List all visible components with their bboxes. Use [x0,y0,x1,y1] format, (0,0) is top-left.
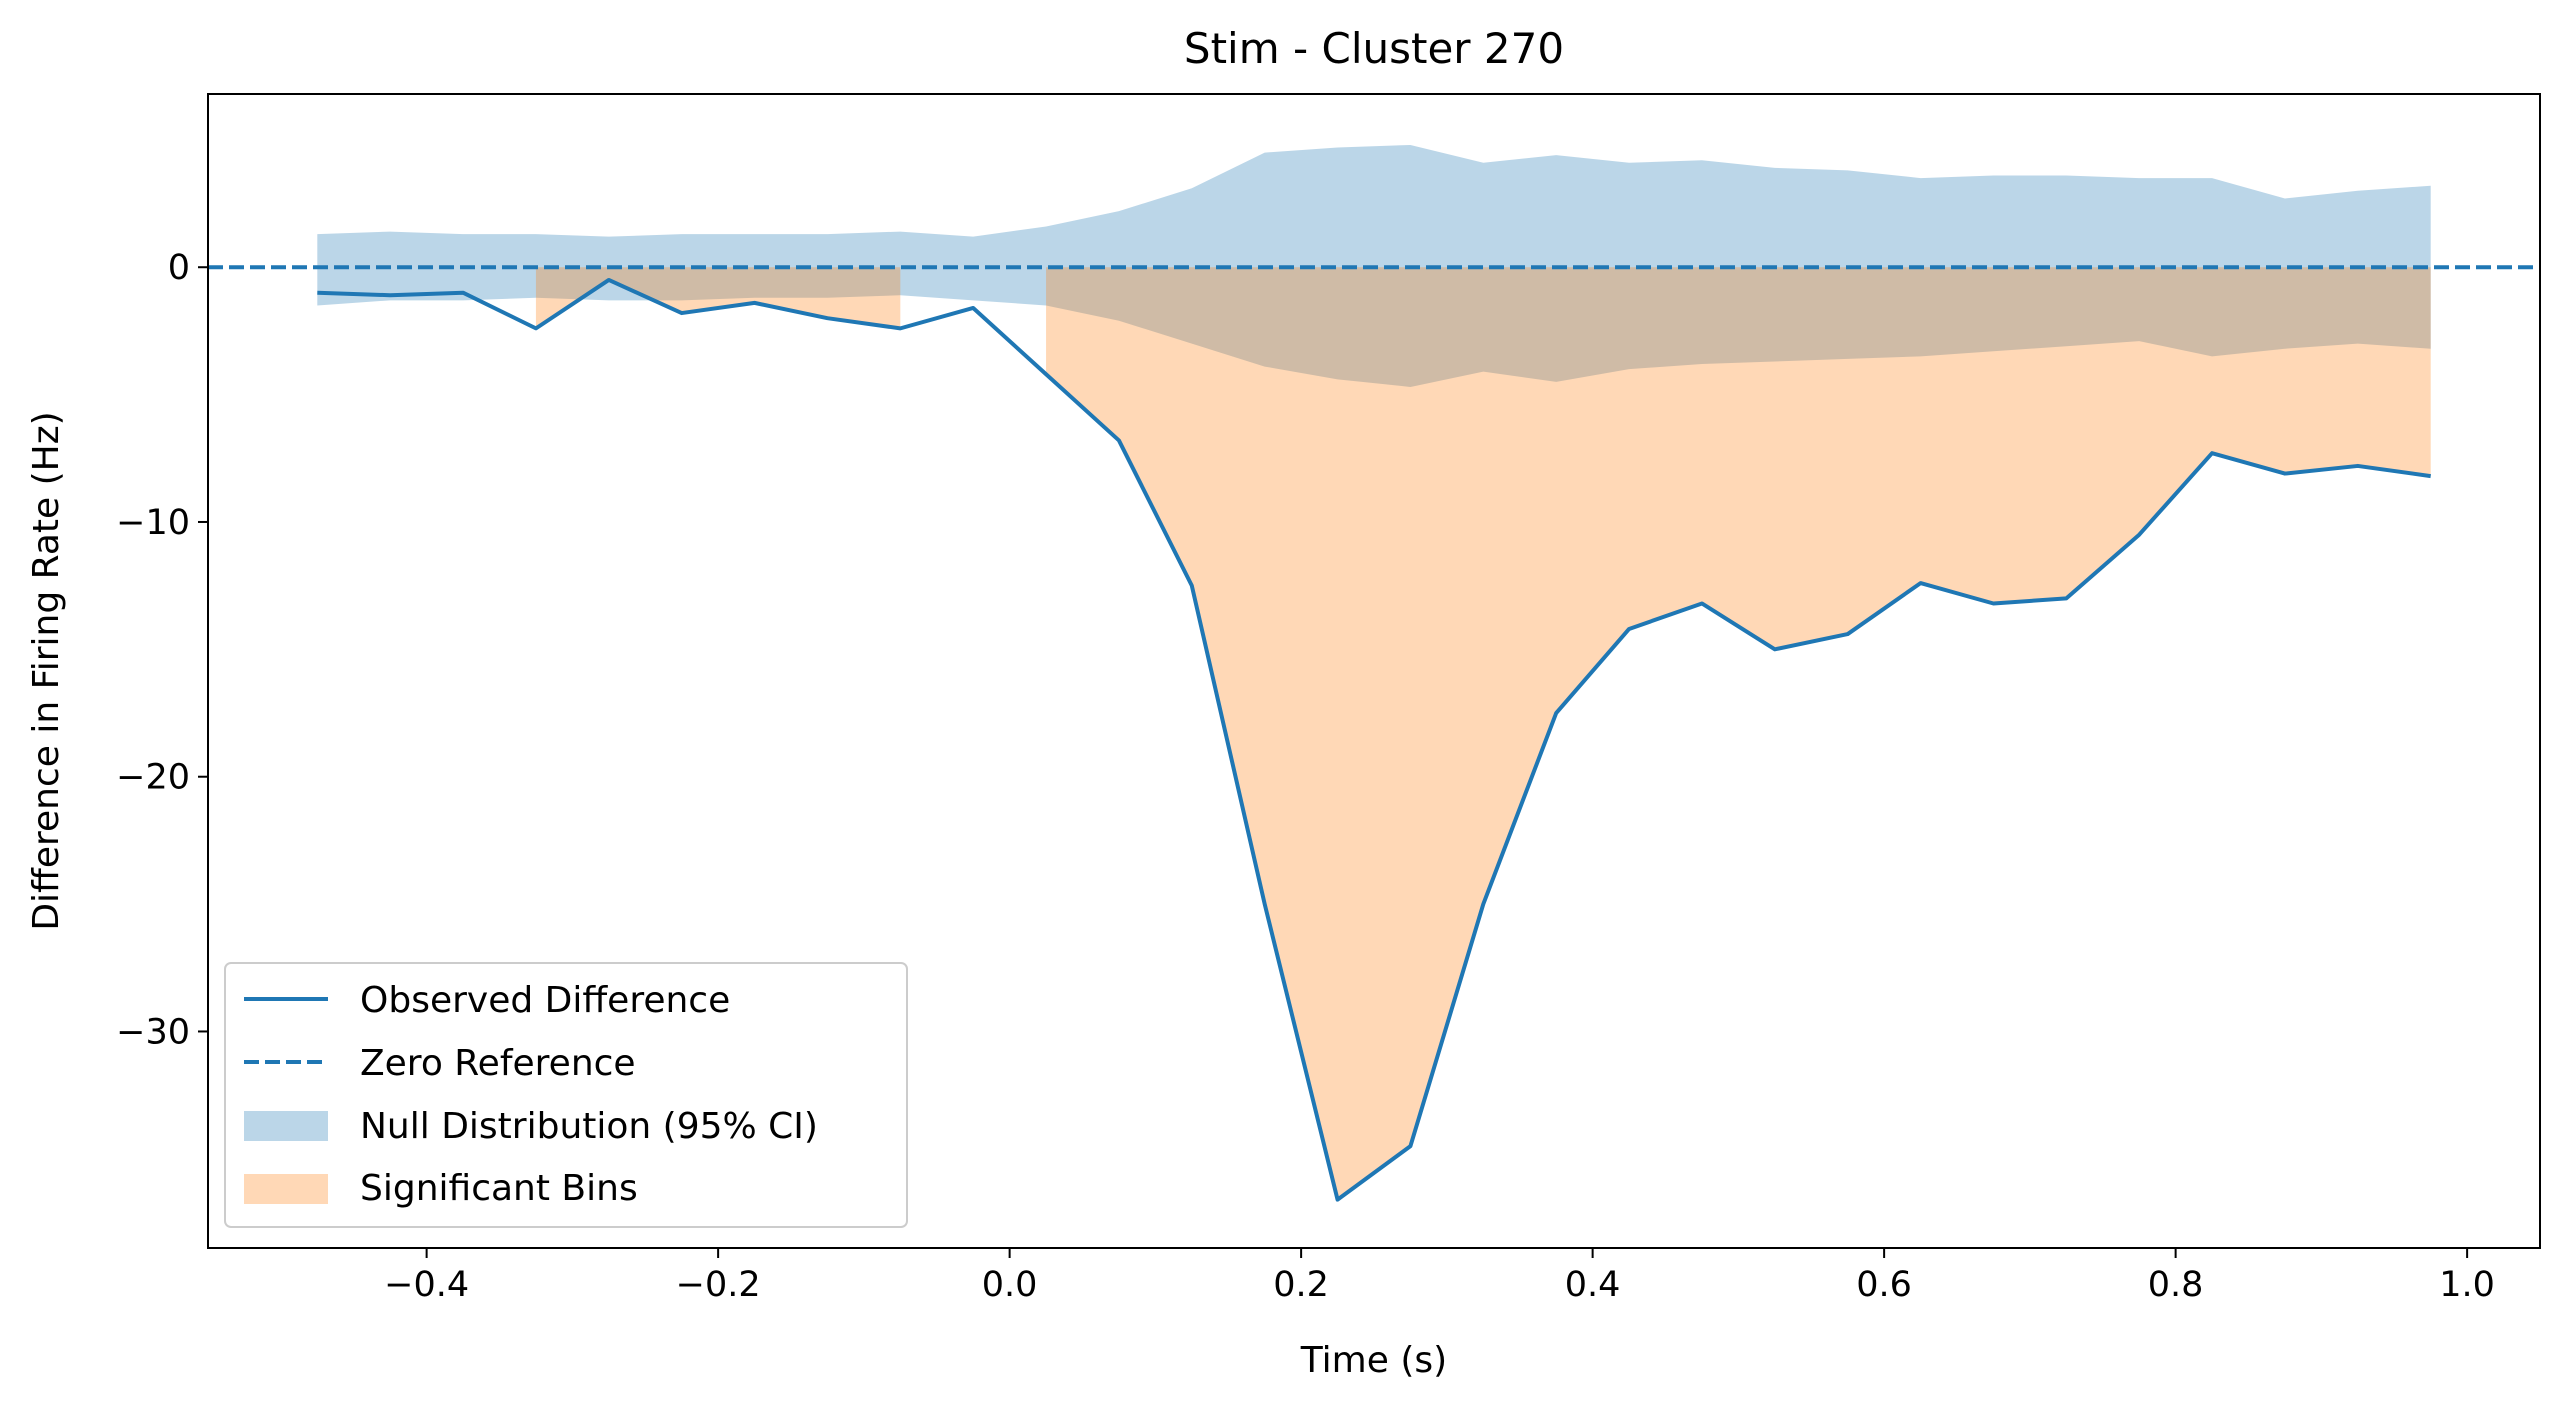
axes-frame [207,93,2541,1249]
chart-title: Stim - Cluster 270 [1184,24,1564,73]
legend-swatch-significant [244,1174,328,1204]
legend-label-observed: Observed Difference [360,980,730,1021]
x-tick-label: −0.4 [384,1265,469,1305]
legend: Observed Difference Zero Reference Null … [224,962,908,1228]
legend-label-significant: Significant Bins [360,1168,638,1209]
observed-difference-line [317,277,2431,1202]
x-tick-label: 0.6 [1856,1265,1912,1305]
legend-box [224,962,908,1228]
x-tick-label: 1.0 [2439,1265,2495,1305]
legend-swatch-null [244,1111,328,1141]
x-tick-label: 0.2 [1273,1265,1329,1305]
y-axis-label: Difference in Firing Rate (Hz) [26,411,67,930]
x-tick-label: 0.8 [2148,1265,2204,1305]
y-tick-label: 0 [168,248,190,288]
legend-label-zero: Zero Reference [360,1043,636,1084]
x-tick-label: 0.4 [1565,1265,1621,1305]
y-tick-label: −30 [116,1012,190,1052]
x-tick-label: −0.2 [676,1265,761,1305]
x-axis: −0.4 −0.2 0.0 0.2 0.4 0.6 0.8 1.0 [384,1248,2495,1305]
significant-bins-band-1 [1046,267,2431,1200]
y-axis: 0 −10 −20 −30 [116,248,208,1052]
x-axis-label: Time (s) [1300,1340,1447,1381]
x-tick-label: 0.0 [982,1265,1038,1305]
legend-label-null: Null Distribution (95% CI) [360,1106,818,1147]
y-tick-label: −20 [116,758,190,798]
plot-content [208,144,2540,1202]
y-tick-label: −10 [116,503,190,543]
